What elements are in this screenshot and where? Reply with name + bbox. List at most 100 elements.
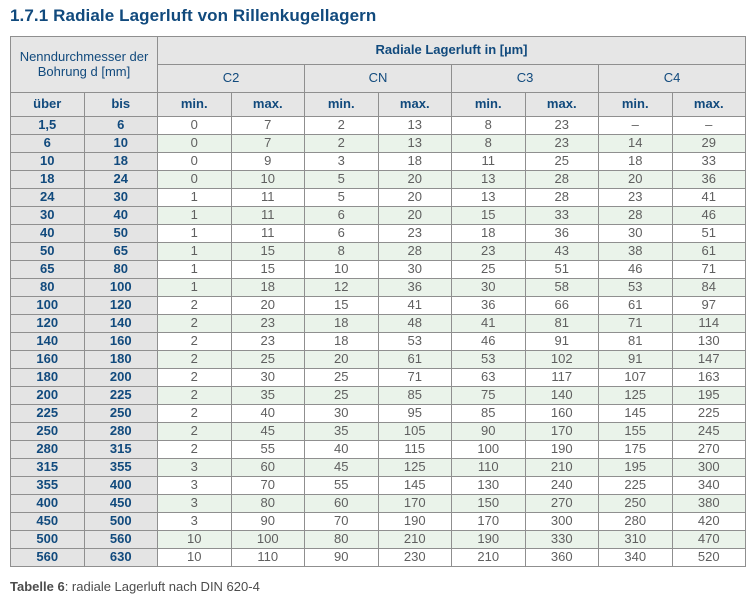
cell-value: 46 bbox=[598, 260, 673, 279]
cell-value: 245 bbox=[671, 422, 746, 441]
cell-value: 270 bbox=[671, 440, 746, 459]
cell-bis: 40 bbox=[83, 206, 158, 225]
cell-value: 46 bbox=[451, 332, 526, 351]
cell-value: 0 bbox=[157, 170, 232, 189]
cell-value: 45 bbox=[304, 458, 379, 477]
cell-bis: 18 bbox=[83, 152, 158, 171]
cell-value: 36 bbox=[377, 278, 452, 297]
cell-value: 38 bbox=[598, 242, 673, 261]
cell-value: 70 bbox=[304, 512, 379, 531]
cell-value: 15 bbox=[304, 296, 379, 315]
table-row: 80 100 1 18 12 36 30 58 53 84 bbox=[10, 278, 746, 297]
cell-value: 18 bbox=[451, 224, 526, 243]
cell-value: 170 bbox=[524, 422, 599, 441]
table-caption: Tabelle 6: radiale Lagerluft nach DIN 62… bbox=[10, 579, 746, 594]
cell-ueber: 1,5 bbox=[10, 116, 85, 135]
cell-value: 190 bbox=[524, 440, 599, 459]
table-row: 140 160 2 23 18 53 46 91 81 130 bbox=[10, 332, 746, 351]
cell-value: 41 bbox=[451, 314, 526, 333]
cell-value: 53 bbox=[377, 332, 452, 351]
cell-value: 29 bbox=[671, 134, 746, 153]
cell-value: 195 bbox=[671, 386, 746, 405]
cell-value: 28 bbox=[524, 170, 599, 189]
cell-value: 30 bbox=[304, 404, 379, 423]
cell-ueber: 18 bbox=[10, 170, 85, 189]
cell-value: 470 bbox=[671, 530, 746, 549]
cell-value: 225 bbox=[671, 404, 746, 423]
cell-value: 90 bbox=[230, 512, 305, 531]
cell-value: 5 bbox=[304, 188, 379, 207]
cell-value: 5 bbox=[304, 170, 379, 189]
cell-value: 61 bbox=[377, 350, 452, 369]
caption-label: Tabelle 6 bbox=[10, 579, 65, 594]
cell-value: 2 bbox=[304, 134, 379, 153]
cell-bis: 80 bbox=[83, 260, 158, 279]
cell-value: 110 bbox=[230, 548, 305, 567]
cell-value: 420 bbox=[671, 512, 746, 531]
cell-value: 18 bbox=[304, 332, 379, 351]
cell-value: 117 bbox=[524, 368, 599, 387]
cell-value: 270 bbox=[524, 494, 599, 513]
bearing-clearance-table: Nenndurchmesser der Bohrung d [mm] Radia… bbox=[10, 36, 746, 567]
cell-value: 107 bbox=[598, 368, 673, 387]
cell-value: 145 bbox=[377, 476, 452, 495]
cell-value: 2 bbox=[157, 368, 232, 387]
cell-value: 28 bbox=[598, 206, 673, 225]
table-row: 225 250 2 40 30 95 85 160 145 225 bbox=[10, 404, 746, 423]
cell-value: 210 bbox=[524, 458, 599, 477]
cell-ueber: 315 bbox=[10, 458, 85, 477]
cell-value: 33 bbox=[524, 206, 599, 225]
cell-value: 300 bbox=[524, 512, 599, 531]
cell-value: 8 bbox=[451, 116, 526, 135]
cell-value: 97 bbox=[671, 296, 746, 315]
cell-value: 240 bbox=[524, 476, 599, 495]
header-c2-max: max. bbox=[230, 92, 305, 117]
cell-value: 0 bbox=[157, 116, 232, 135]
cell-value: 13 bbox=[377, 134, 452, 153]
cell-value: 6 bbox=[304, 224, 379, 243]
cell-value: 40 bbox=[230, 404, 305, 423]
cell-value: 330 bbox=[524, 530, 599, 549]
cell-bis: 10 bbox=[83, 134, 158, 153]
cell-ueber: 450 bbox=[10, 512, 85, 531]
cell-value: 63 bbox=[451, 368, 526, 387]
cell-ueber: 40 bbox=[10, 224, 85, 243]
cell-value: 2 bbox=[157, 314, 232, 333]
cell-value: 145 bbox=[598, 404, 673, 423]
table-row: 355 400 3 70 55 145 130 240 225 340 bbox=[10, 476, 746, 495]
cell-value: 3 bbox=[304, 152, 379, 171]
cell-value: 36 bbox=[524, 224, 599, 243]
cell-value: 18 bbox=[598, 152, 673, 171]
cell-value: 210 bbox=[377, 530, 452, 549]
table-row: 24 30 1 11 5 20 13 28 23 41 bbox=[10, 188, 746, 207]
cell-ueber: 250 bbox=[10, 422, 85, 441]
cell-bis: 355 bbox=[83, 458, 158, 477]
cell-ueber: 80 bbox=[10, 278, 85, 297]
cell-value: 43 bbox=[524, 242, 599, 261]
table-row: 450 500 3 90 70 190 170 300 280 420 bbox=[10, 512, 746, 531]
cell-value: 140 bbox=[524, 386, 599, 405]
cell-value: 7 bbox=[230, 116, 305, 135]
cell-value: 80 bbox=[230, 494, 305, 513]
header-c2: C2 bbox=[157, 64, 305, 93]
cell-ueber: 160 bbox=[10, 350, 85, 369]
header-bis: bis bbox=[83, 92, 158, 117]
cell-value: 55 bbox=[230, 440, 305, 459]
cell-value: 95 bbox=[377, 404, 452, 423]
cell-bis: 30 bbox=[83, 188, 158, 207]
cell-value: 310 bbox=[598, 530, 673, 549]
cell-value: 25 bbox=[230, 350, 305, 369]
cell-ueber: 30 bbox=[10, 206, 85, 225]
cell-value: 195 bbox=[598, 458, 673, 477]
cell-value: 11 bbox=[230, 188, 305, 207]
cell-value: 8 bbox=[304, 242, 379, 261]
cell-value: 300 bbox=[671, 458, 746, 477]
cell-value: 20 bbox=[377, 170, 452, 189]
table-row: 10 18 0 9 3 18 11 25 18 33 bbox=[10, 152, 746, 171]
cell-value: 81 bbox=[598, 332, 673, 351]
header-cn-max: max. bbox=[377, 92, 452, 117]
cell-value: 41 bbox=[377, 296, 452, 315]
header-c3: C3 bbox=[451, 64, 599, 93]
cell-value: 36 bbox=[671, 170, 746, 189]
cell-value: 1 bbox=[157, 206, 232, 225]
